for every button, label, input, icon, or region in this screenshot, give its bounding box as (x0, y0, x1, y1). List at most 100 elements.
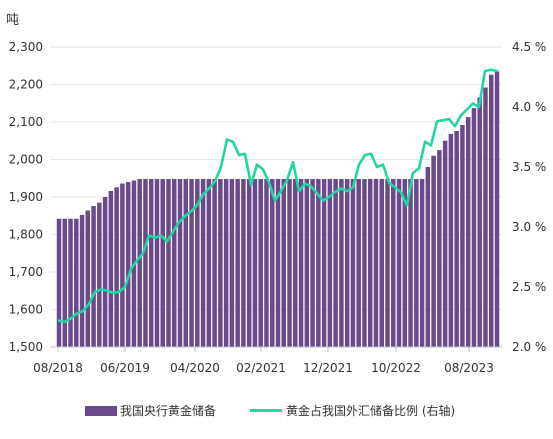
bar (212, 179, 217, 347)
bar (437, 150, 442, 347)
bar (419, 179, 425, 347)
bar (350, 179, 356, 347)
bar (362, 179, 367, 347)
bar (79, 215, 85, 347)
bar (460, 125, 465, 347)
legend-bar-swatch (85, 405, 117, 416)
bar (425, 167, 431, 347)
x-tick-label: 08/2018 (33, 361, 83, 375)
bar (344, 179, 350, 347)
bar (85, 210, 91, 347)
bar (206, 179, 212, 347)
x-tick-label: 02/2021 (236, 361, 286, 375)
bar (385, 179, 390, 347)
bar (108, 191, 114, 347)
bar (414, 179, 419, 347)
x-tick-label: 06/2019 (100, 361, 150, 375)
bar (275, 179, 281, 347)
bar (97, 202, 102, 347)
bar (483, 87, 488, 347)
bar (356, 179, 361, 347)
bar (448, 134, 454, 347)
y-right-tick-label: 2.0 % (512, 340, 546, 354)
bar (160, 179, 165, 347)
y-axis-left: 1,500 1,600 1,700 1,800 1,900 2,000 2,100 2,200… (9, 40, 43, 354)
y-left-tick-label: 2,100 (9, 115, 43, 129)
bar (195, 179, 200, 347)
legend: 我国央行黄金储备 黄金占我国外汇储备比例 (右轴) (0, 402, 553, 428)
bar (154, 179, 160, 347)
bar (471, 108, 477, 347)
bar (488, 74, 494, 347)
bar (102, 197, 108, 347)
bar (454, 131, 459, 347)
bar (367, 179, 373, 347)
bar (143, 179, 148, 347)
y-left-tick-label: 2,000 (9, 153, 43, 167)
y-right-tick-label: 3.5 % (512, 160, 546, 174)
bar (258, 179, 263, 347)
y-left-unit-label: 吨 (6, 13, 19, 28)
y-left-tick-label: 2,300 (9, 40, 43, 54)
bar (177, 179, 183, 347)
bar (74, 218, 79, 347)
bar (241, 179, 246, 347)
bar (68, 218, 73, 347)
legend-line-label: 黄金占我国外汇储备比例 (右轴) (286, 404, 456, 418)
bar (391, 179, 396, 347)
y-left-tick-label: 1,700 (9, 265, 43, 279)
bar (477, 97, 482, 347)
y-axis-right: 2.0 % 2.5 % 3.0 % 3.5 % 4.0 % 4.5 % (512, 40, 546, 354)
bar (114, 187, 119, 347)
bar (316, 179, 321, 347)
x-tick-label: 10/2022 (371, 361, 421, 375)
bar-series (56, 71, 500, 347)
bar (321, 179, 327, 347)
bar (235, 179, 240, 347)
bar (120, 183, 125, 347)
bar (148, 179, 154, 347)
bar (339, 179, 344, 347)
bar (223, 179, 229, 347)
bar (494, 71, 500, 347)
bar (252, 179, 258, 347)
bar (442, 140, 448, 347)
bar (183, 179, 189, 347)
bar (402, 179, 408, 347)
bar (310, 179, 315, 347)
bar (465, 117, 471, 347)
y-right-tick-label: 4.0 % (512, 100, 546, 114)
bar (373, 179, 379, 347)
bar (200, 179, 206, 347)
bar (298, 179, 304, 347)
bar (125, 182, 131, 347)
bar (137, 179, 142, 347)
bar (293, 179, 298, 347)
y-left-tick-label: 1,600 (9, 303, 43, 317)
bar (246, 179, 252, 347)
x-tick-label: 08/2023 (444, 361, 494, 375)
bar (91, 206, 96, 347)
bar (264, 179, 269, 347)
legend-item-bar: 我国央行黄金储备 (85, 402, 216, 419)
x-tick-label: 04/2020 (170, 361, 220, 375)
x-tick-label: 12/2021 (303, 361, 353, 375)
bar (281, 179, 287, 347)
bar (189, 179, 194, 347)
y-right-tick-label: 2.5 % (512, 280, 546, 294)
legend-item-line: 黄金占我国外汇储备比例 (右轴) (250, 402, 455, 419)
legend-bar-label: 我国央行黄金储备 (120, 404, 217, 418)
line-series-path (57, 68, 499, 324)
bar (166, 179, 171, 347)
bar (172, 179, 177, 347)
bar (431, 155, 436, 347)
y-right-tick-label: 4.5 % (512, 40, 546, 54)
y-left-tick-label: 1,500 (9, 340, 43, 354)
line-series (57, 68, 499, 324)
y-left-tick-label: 1,800 (9, 228, 43, 242)
bar (396, 179, 402, 347)
chart-canvas: 吨 08/2018 06/2019 04/2020 02/2021 12/2021 10/… (6, 13, 546, 375)
bar (269, 179, 275, 347)
bar (56, 218, 62, 347)
y-left-tick-label: 2,200 (9, 78, 43, 92)
